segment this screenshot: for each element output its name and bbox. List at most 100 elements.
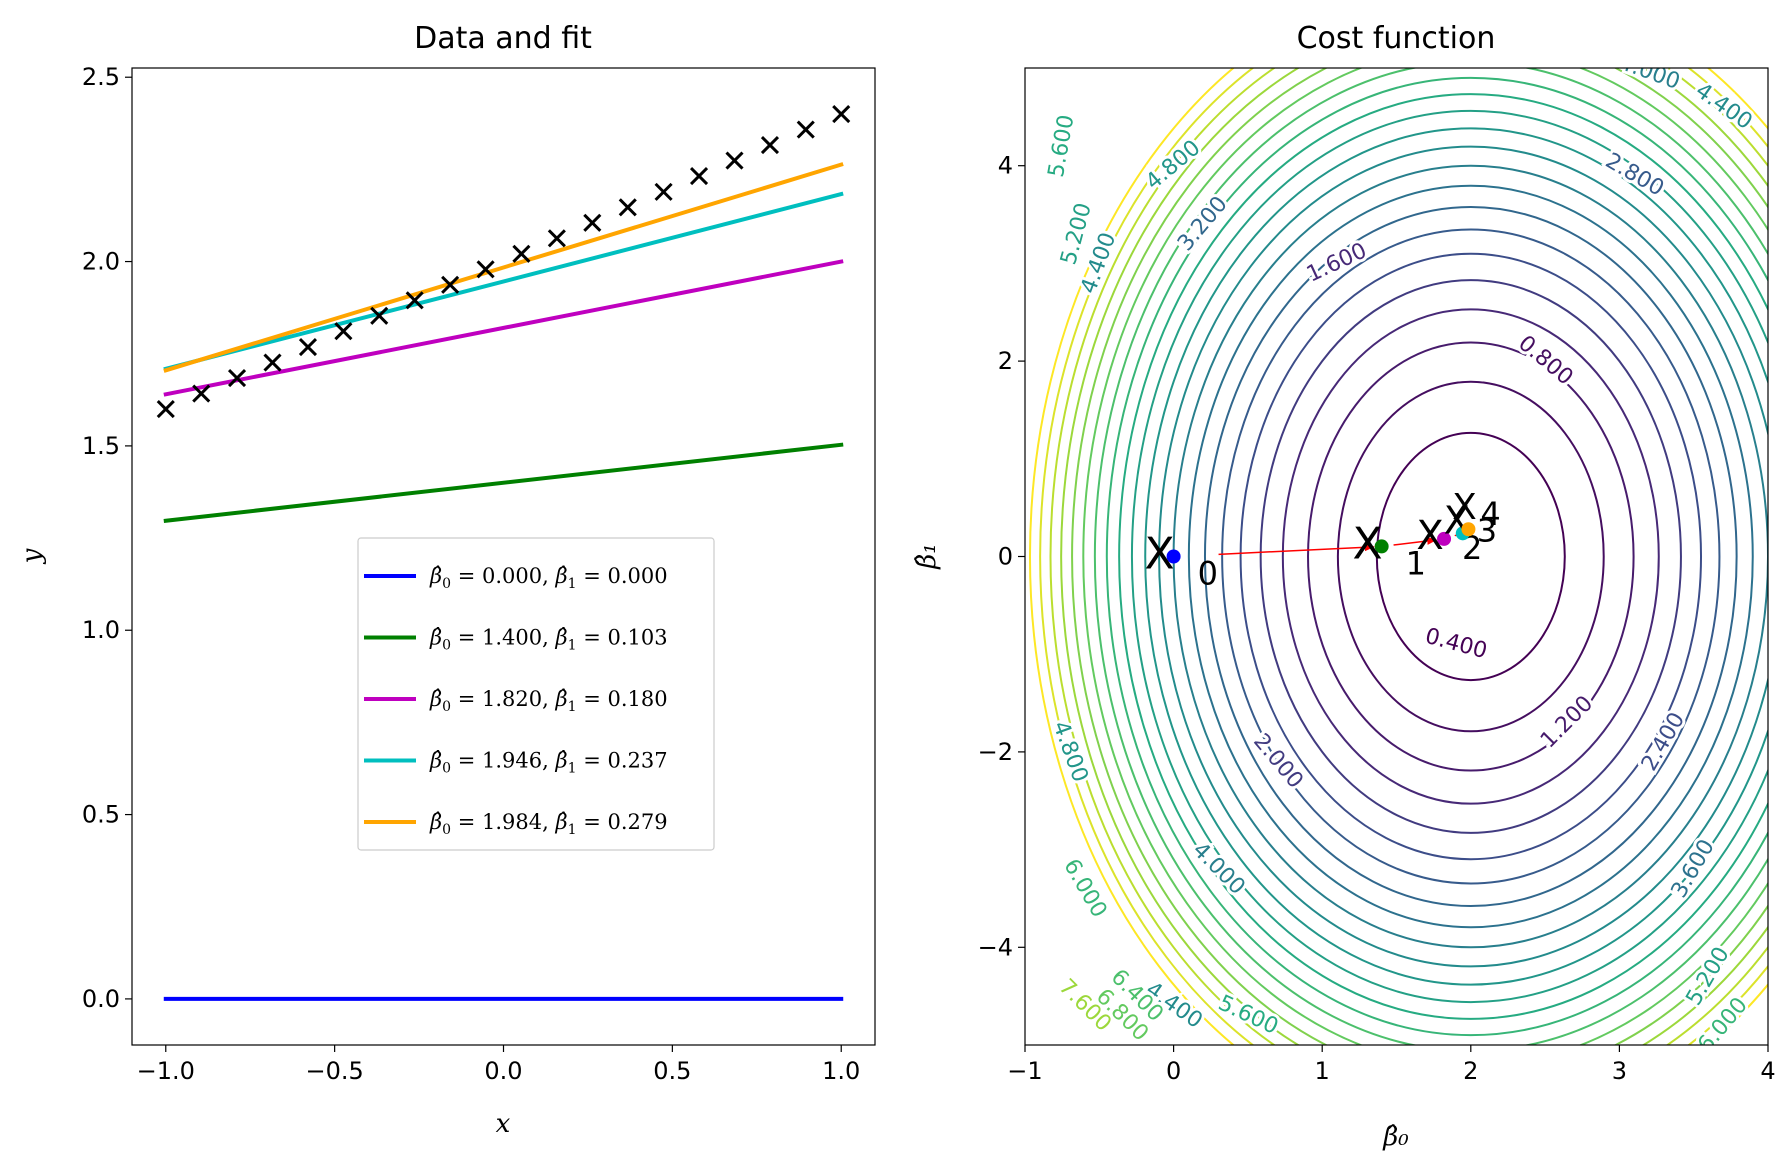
legend-value-b0: 1.400 (482, 626, 542, 650)
data-point-stroke (334, 322, 353, 341)
legend-symbol: = (451, 749, 482, 773)
contour-level (1039, 68, 1768, 1045)
legend-symbol: β̂ (555, 564, 568, 588)
data-point (583, 213, 602, 232)
legend-subscript: 0 (442, 638, 451, 654)
data-and-fit-panel: Data and fit −1.0 −0.5 0.0 0.5 1.0 0.0 0.5 1.0… (17, 21, 876, 1139)
data-point (832, 105, 851, 124)
data-point (334, 322, 353, 341)
legend-value-b0: 1.984 (482, 810, 542, 834)
data-point-stroke (370, 306, 389, 325)
data-point-stroke (298, 338, 318, 357)
data-point-stroke (263, 353, 282, 372)
data-point (796, 120, 815, 139)
data-point (618, 198, 637, 217)
data-point-stroke (405, 291, 424, 310)
legend-symbol: = (451, 564, 482, 588)
contour-level (1307, 341, 1635, 772)
x-tick-label: −1.0 (137, 1057, 195, 1085)
y-tick-label: 1.0 (82, 616, 120, 644)
legend-symbol: β̂ (555, 810, 568, 834)
legend-symbol: , (542, 626, 555, 650)
data-point (227, 368, 247, 388)
legend-entry-orange: β̂0 = 1.984, β̂1 = 0.279 (429, 810, 668, 838)
contour-label: 3.200 (1173, 192, 1233, 256)
contour-level (1187, 184, 1754, 929)
data-point (192, 384, 211, 403)
data-point-stroke (832, 105, 851, 124)
data-point-stroke (441, 275, 460, 294)
contour-level (1375, 431, 1566, 682)
legend-symbol: β̂ (555, 626, 568, 650)
data-point (370, 306, 389, 325)
y-tick-label: 1.5 (82, 432, 120, 460)
legend-subscript: 0 (442, 699, 451, 715)
data-point-stroke (547, 229, 566, 248)
contour-label: 4.000 (1187, 838, 1249, 900)
data-point-stroke (760, 135, 780, 155)
contour-level (1029, 68, 1768, 1045)
legend-value-b1: 0.103 (608, 626, 668, 650)
data-point (156, 399, 175, 419)
iterate-letter: X (1416, 513, 1443, 559)
legend-symbol: , (542, 564, 555, 588)
contour-level (1158, 145, 1768, 968)
iterate-index: 3 (1477, 511, 1497, 549)
contour-label: 0.400 (1422, 624, 1489, 664)
legend-subscript: 1 (568, 822, 577, 838)
data-point-stroke (654, 182, 673, 201)
data-point (298, 338, 318, 357)
legend-symbol: , (542, 810, 555, 834)
fit-line-green (163, 442, 844, 523)
iterate-index: 1 (1406, 544, 1426, 582)
contour-level (1336, 380, 1605, 733)
legend-symbol: β̂ (429, 810, 442, 834)
legend-symbol: β̂ (429, 626, 442, 650)
legend-subscript: 1 (568, 638, 577, 654)
iterate-point-0 (1166, 549, 1181, 564)
x-tick-label: 1 (1315, 1057, 1330, 1085)
data-point-stroke (156, 399, 175, 419)
legend-value-b0: 1.946 (482, 749, 542, 773)
panel2-title: Cost function (1297, 21, 1496, 56)
data-point-stroke (476, 260, 495, 279)
legend-value-b1: 0.180 (608, 687, 668, 711)
contour-level (1239, 252, 1703, 861)
panel2-frame (1024, 67, 1769, 1046)
x-tick-label: −0.5 (305, 1057, 363, 1085)
data-point (405, 291, 424, 310)
iterate-letter: X (1145, 529, 1175, 580)
data-point (441, 275, 460, 294)
data-point-stroke (689, 166, 709, 186)
panel2-y-label: β̂₁ (912, 543, 942, 569)
contour-level (1049, 68, 1768, 1045)
x-tick-label: −1 (1007, 1057, 1042, 1085)
data-point (547, 229, 566, 248)
contour-label: 5.600 (1214, 991, 1282, 1040)
data-point-stroke (192, 384, 211, 403)
y-tick-label: 2.0 (82, 248, 120, 276)
contour-level (1105, 77, 1768, 1036)
legend-entry-magenta: β̂0 = 1.820, β̂1 = 0.180 (429, 687, 668, 715)
gradient-descent-path: X 0X 1X 2X 3X 4 (1145, 487, 1501, 592)
contour-level (1203, 205, 1738, 908)
data-point-stroke (725, 151, 744, 170)
x-tick-label: 2 (1463, 1057, 1478, 1085)
data-point (512, 244, 531, 263)
contour-label: 4.800 (1048, 718, 1093, 786)
panel1-y-ticks: 0.0 0.5 1.0 1.5 2.0 2.5 (82, 63, 132, 1013)
legend-symbol: = (577, 687, 608, 711)
descent-arrow (1218, 543, 1375, 556)
contour-level (1118, 93, 1768, 1020)
panel2-x-label: β̂₀ (1382, 1122, 1409, 1152)
iterate-letter: X (1353, 518, 1383, 569)
legend-frame (357, 537, 715, 851)
legend-subscript: 1 (568, 761, 577, 777)
legend-symbol: β̂ (555, 687, 568, 711)
y-tick-label: −4 (978, 933, 1013, 961)
contour-level (1071, 68, 1768, 1045)
fit-line-orange (163, 162, 844, 373)
iterate-index: 0 (1198, 555, 1218, 593)
y-tick-label: −2 (978, 738, 1013, 766)
